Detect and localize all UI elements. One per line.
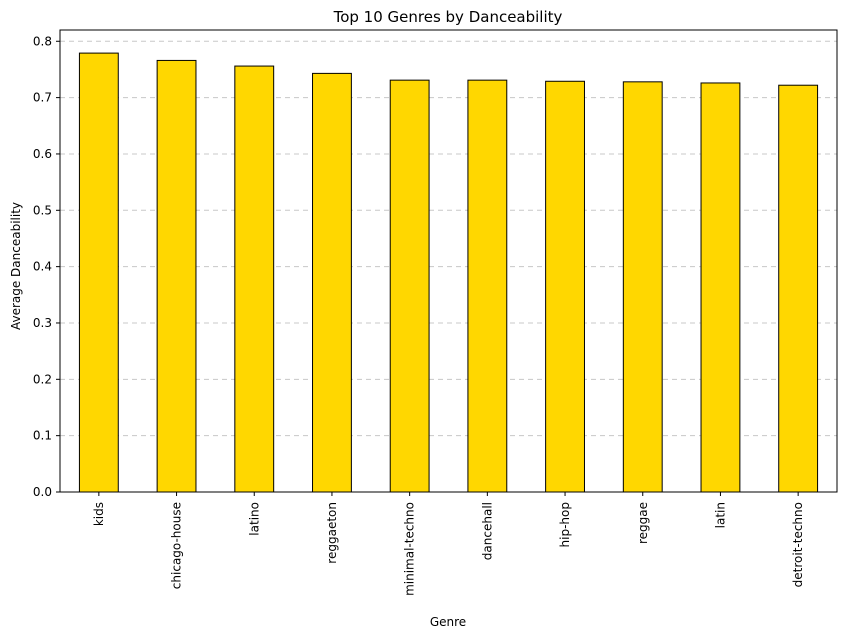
plot-frame [59, 29, 838, 493]
bar-minimal-techno [389, 79, 430, 493]
y-tick-label: 0.3 [33, 316, 52, 330]
y-tick-label: 0.1 [33, 429, 52, 443]
y-tick-label: 0.4 [33, 260, 52, 274]
y-axis-ticks: 0.0 0.1 0.2 0.3 0.4 0.5 0.6 0.7 0.8 [33, 34, 60, 499]
bar-reggae [622, 81, 663, 493]
x-tick-label: detroit-techno [791, 502, 805, 587]
chart-title: Top 10 Genres by Danceability [333, 8, 563, 26]
x-tick-label: latin [713, 502, 727, 528]
bar-chicago-house [156, 59, 197, 493]
bar-dancehall [467, 79, 508, 493]
x-tick-label: latino [247, 502, 261, 536]
bar-hip-hop [545, 80, 585, 493]
y-tick-label: 0.8 [33, 34, 52, 48]
y-tick-label: 0.5 [33, 203, 52, 217]
bar-latin [700, 82, 741, 493]
y-axis-label: Average Danceability [9, 202, 23, 330]
x-tick-label: chicago-house [170, 502, 184, 589]
x-tick-label: hip-hop [558, 502, 572, 547]
y-tick-label: 0.7 [33, 91, 52, 105]
x-tick-label: kids [92, 502, 106, 526]
bar-latino [234, 65, 275, 493]
y-tick-label: 0.2 [33, 372, 52, 386]
x-tick-label: reggae [636, 502, 650, 544]
y-tick-label: 0.6 [33, 147, 52, 161]
bar-detroit-techno [778, 84, 819, 493]
bars [78, 52, 819, 493]
bar-kids [78, 52, 119, 493]
x-tick-label: minimal-techno [403, 502, 417, 596]
x-axis-ticks: kids chicago-house latino reggaeton minimal-… [92, 492, 805, 596]
x-axis-label: Genre [430, 615, 466, 629]
y-tick-label: 0.0 [33, 485, 52, 499]
x-tick-label: reggaeton [325, 502, 339, 564]
x-tick-label: dancehall [480, 502, 494, 560]
bar-reggaeton [312, 72, 352, 493]
